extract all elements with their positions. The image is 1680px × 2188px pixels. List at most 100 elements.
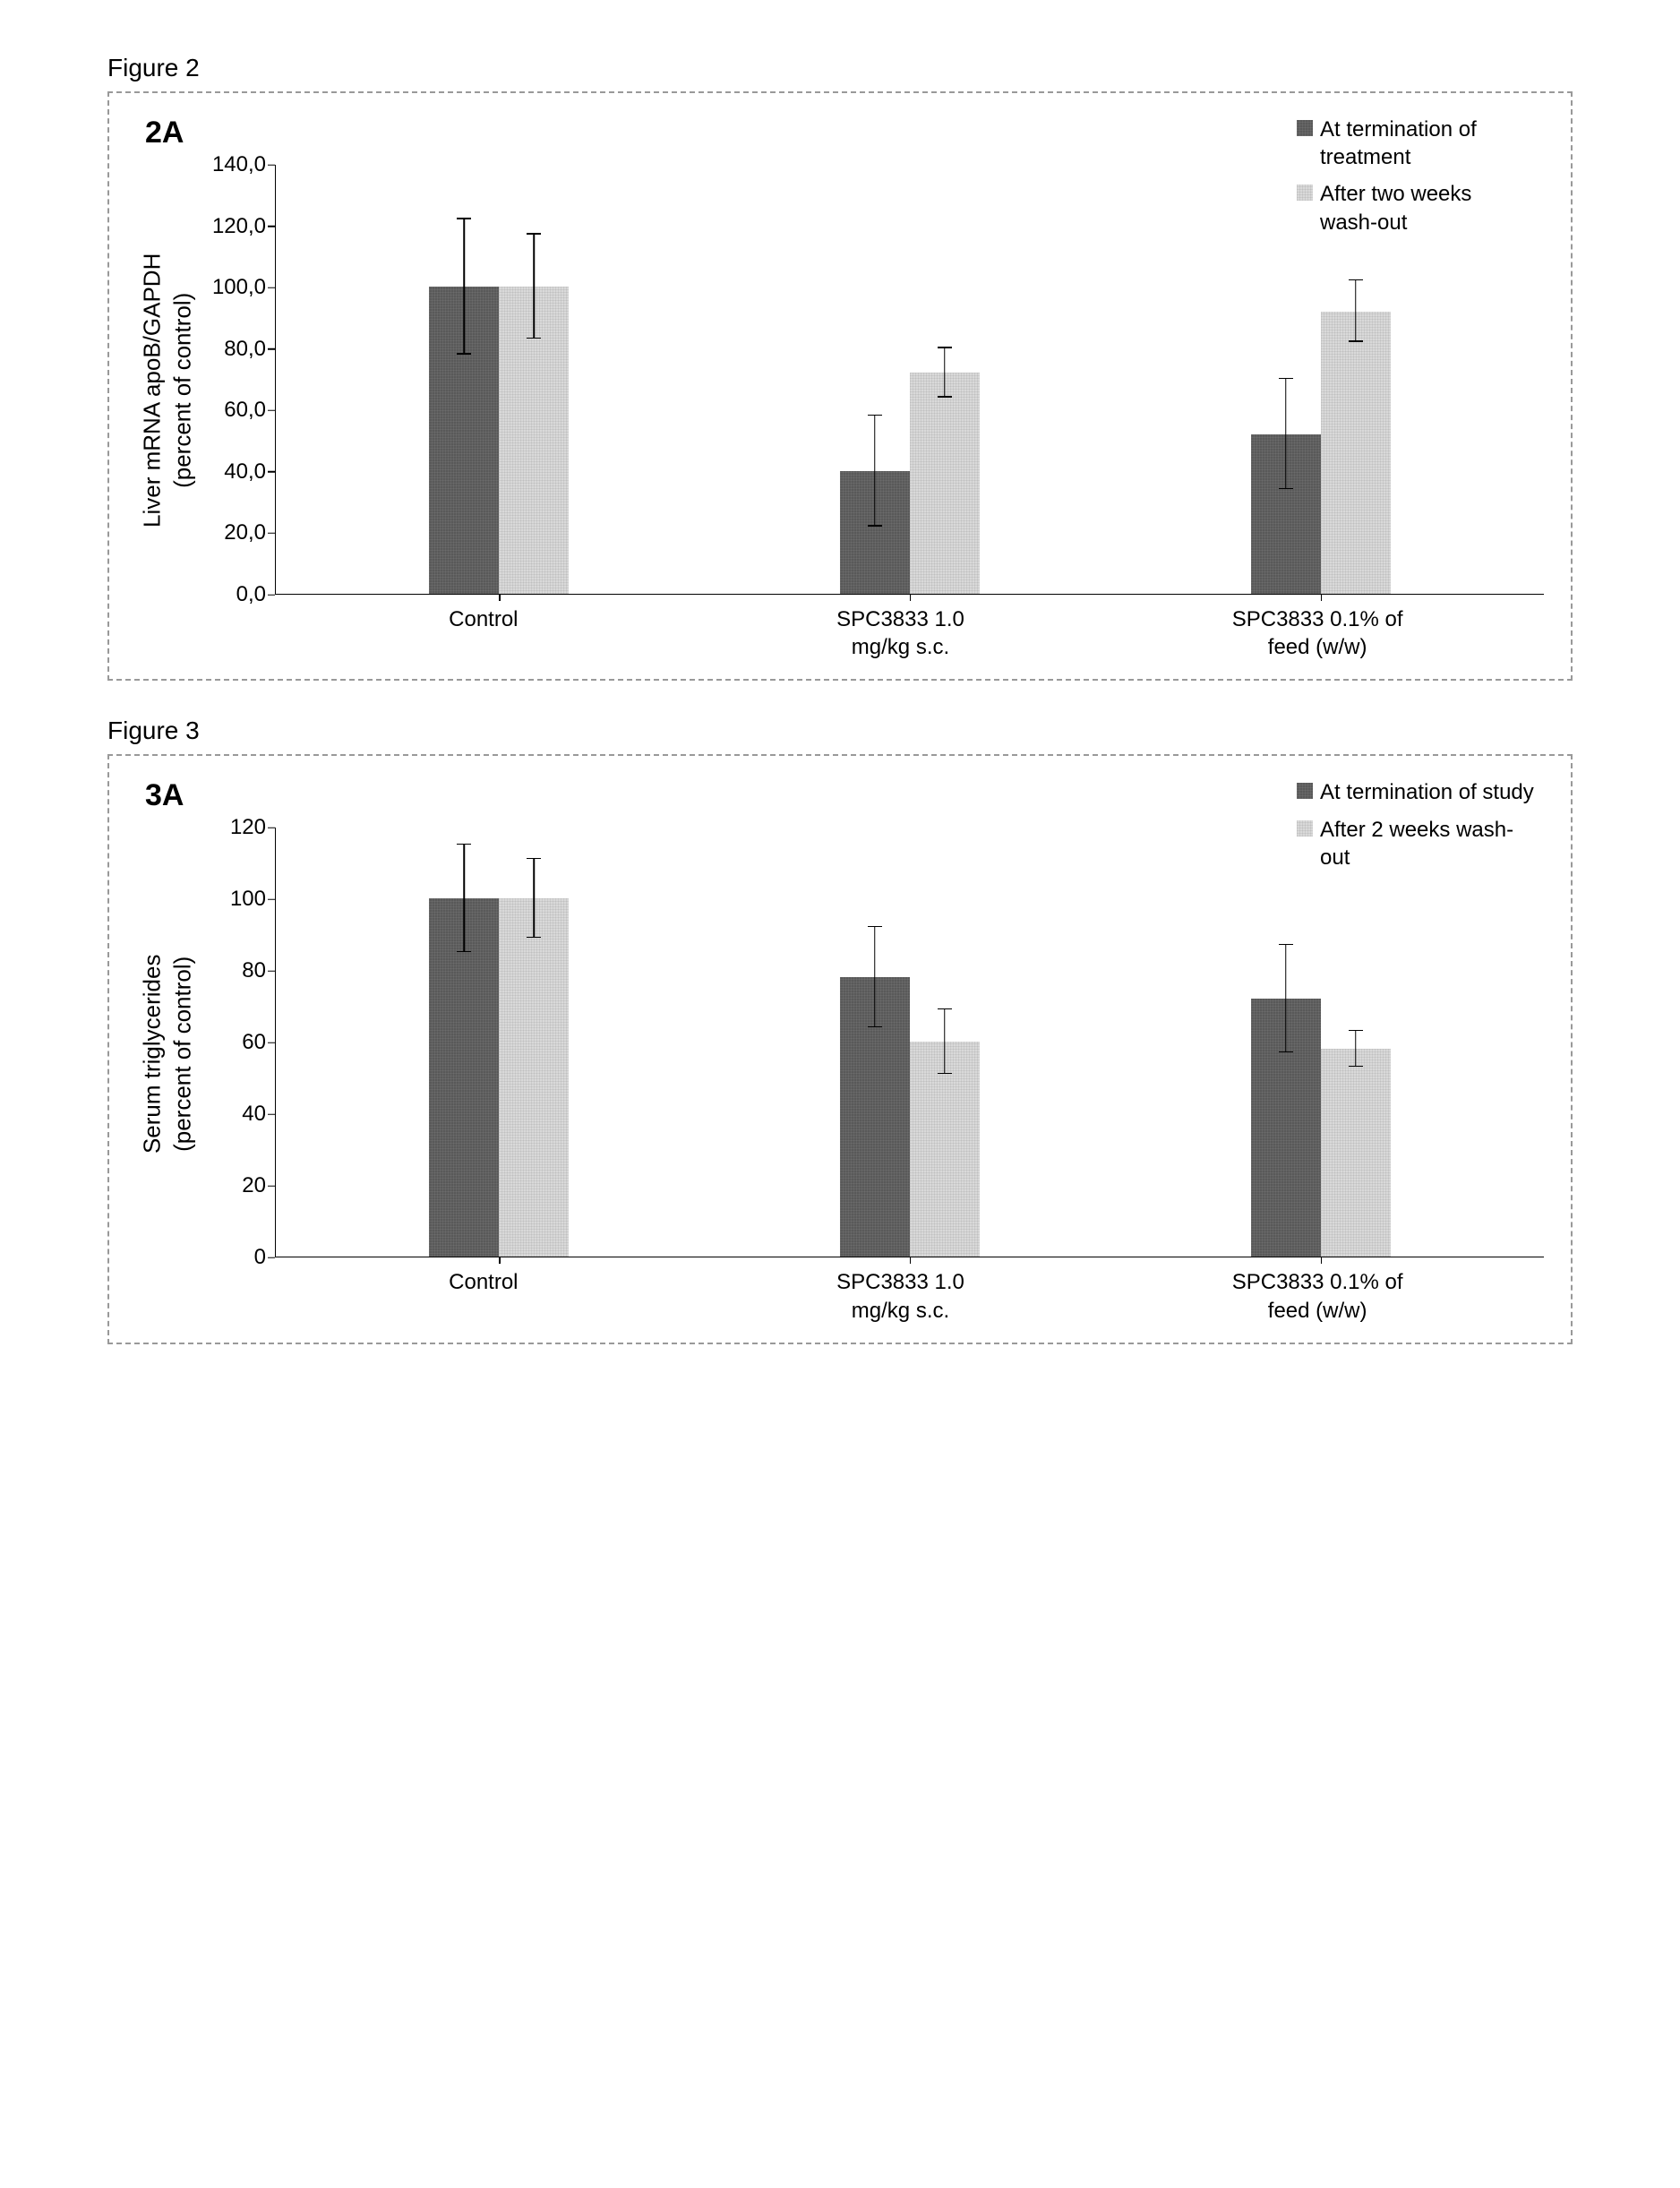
y-tick-label: 100 — [199, 887, 266, 912]
x-tick-mark — [910, 594, 912, 601]
bar-fill — [1321, 312, 1391, 594]
bar-series1 — [429, 287, 499, 594]
error-cap-bottom — [457, 353, 471, 355]
y-tick-mark — [268, 348, 275, 350]
y-tick-label: 100,0 — [199, 275, 266, 300]
figure-2-panel-title: 2A — [145, 116, 184, 150]
y-tick-mark — [268, 533, 275, 535]
y-tick-label: 0,0 — [199, 582, 266, 607]
y-tick-mark — [268, 971, 275, 973]
bar-series1 — [840, 977, 910, 1257]
figure-2-yticks: 0,020,040,060,080,0100,0120,0140,0 — [199, 165, 275, 595]
bar-series2 — [910, 373, 980, 594]
figure-3-xlabels: ControlSPC3833 1.0 mg/kg s.c.SPC3833 0.1… — [199, 1257, 1544, 1324]
y-tick-label: 80 — [199, 958, 266, 983]
error-cap-top — [457, 218, 471, 219]
bar-fill — [910, 1042, 980, 1257]
figure-2-yaxis-label: Liver mRNA apoB/GAPDH (percent of contro… — [137, 253, 198, 528]
figure-3-bars-region — [275, 828, 1544, 1257]
y-tick-label: 80,0 — [199, 337, 266, 362]
error-bar — [464, 845, 466, 952]
x-label: SPC3833 0.1% of feed (w/w) — [1228, 605, 1407, 661]
error-cap-bottom — [938, 1073, 952, 1075]
y-tick-label: 20 — [199, 1173, 266, 1198]
y-tick-mark — [268, 1257, 275, 1259]
error-cap-top — [1349, 279, 1363, 281]
figure-3-label: Figure 3 — [107, 716, 1573, 745]
figure-2-plot-wrap: 0,020,040,060,080,0100,0120,0140,0 Contr… — [199, 120, 1544, 661]
figure-3-panel: 3A At termination of study After 2 weeks… — [107, 754, 1573, 1343]
x-label: Control — [394, 1268, 573, 1324]
y-tick-label: 60 — [199, 1030, 266, 1055]
bar-fill — [429, 898, 499, 1257]
error-cap-top — [938, 1008, 952, 1010]
y-tick-mark — [268, 410, 275, 412]
y-tick-mark — [268, 164, 275, 166]
y-tick-mark — [268, 1186, 275, 1188]
bar-series2 — [910, 1042, 980, 1257]
error-cap-bottom — [527, 937, 541, 939]
y-tick-label: 20,0 — [199, 520, 266, 545]
error-cap-bottom — [868, 1026, 882, 1028]
error-cap-bottom — [457, 951, 471, 953]
error-bar — [1355, 1031, 1357, 1067]
x-label: Control — [394, 605, 573, 661]
x-label: SPC3833 1.0 mg/kg s.c. — [810, 1268, 990, 1324]
error-cap-bottom — [938, 396, 952, 398]
bar-series2 — [1321, 1049, 1391, 1257]
error-cap-top — [457, 844, 471, 845]
y-tick-label: 120 — [199, 815, 266, 840]
y-tick-label: 0 — [199, 1245, 266, 1270]
error-cap-bottom — [1279, 1051, 1293, 1053]
y-tick-mark — [268, 226, 275, 227]
error-bar — [944, 348, 946, 398]
error-cap-bottom — [1349, 1066, 1363, 1068]
y-tick-label: 40 — [199, 1102, 266, 1127]
bar-series1 — [840, 471, 910, 594]
x-tick-mark — [499, 1257, 501, 1264]
y-tick-mark — [268, 471, 275, 473]
y-tick-mark — [268, 828, 275, 829]
x-tick-mark — [910, 1257, 912, 1264]
figure-2-chart-row: Liver mRNA apoB/GAPDH (percent of contro… — [136, 120, 1544, 661]
y-tick-mark — [268, 594, 275, 596]
bar-group — [429, 287, 569, 594]
yaxis-line2: (percent of control) — [168, 293, 195, 488]
figure-3-yticks: 020406080100120 — [199, 828, 275, 1257]
y-tick-mark — [268, 1043, 275, 1044]
bar-group — [840, 373, 980, 594]
error-cap-top — [868, 926, 882, 928]
figure-3-plot-area: 020406080100120 — [199, 828, 1544, 1257]
bar-fill — [910, 373, 980, 594]
error-cap-top — [1279, 944, 1293, 946]
yaxis-line1: Serum triglycerides — [138, 954, 165, 1154]
figure-2-bars-region — [275, 165, 1544, 595]
error-bar — [1285, 379, 1287, 489]
bar-series2 — [499, 898, 569, 1257]
bar-group — [1251, 312, 1391, 594]
error-cap-top — [1349, 1030, 1363, 1032]
error-cap-bottom — [527, 338, 541, 339]
error-bar — [464, 219, 466, 355]
bar-group — [1251, 999, 1391, 1257]
y-tick-mark — [268, 899, 275, 901]
error-cap-bottom — [1279, 488, 1293, 490]
error-cap-top — [868, 415, 882, 416]
figure-3-plot-wrap: 0 20 40 60 80 100 120 Control SPC3833 1.0 mg/kg… — [199, 783, 1544, 1324]
error-cap-top — [527, 233, 541, 235]
figure-2-panel: 2A At termination of treatment After two… — [107, 91, 1573, 681]
figure-2-label: Figure 2 — [107, 54, 1573, 82]
bar-fill — [1321, 1049, 1391, 1257]
y-tick-label: 40,0 — [199, 459, 266, 485]
bar-group — [840, 977, 980, 1257]
error-bar — [1285, 945, 1287, 1052]
figure-3-yaxis-wrap: Serum triglycerides (percent of control) — [136, 783, 199, 1324]
error-bar — [944, 1009, 946, 1074]
figure-2-plot-area: 0,020,040,060,080,0100,0120,0140,0 — [199, 165, 1544, 595]
bar-series2 — [1321, 312, 1391, 594]
figure-2-xlabels: ControlSPC3833 1.0 mg/kg s.c.SPC3833 0.1… — [199, 595, 1544, 661]
x-tick-mark — [1321, 1257, 1323, 1264]
x-tick-mark — [1321, 594, 1323, 601]
bar-group — [429, 898, 569, 1257]
yaxis-line1: Liver mRNA apoB/GAPDH — [138, 253, 165, 528]
